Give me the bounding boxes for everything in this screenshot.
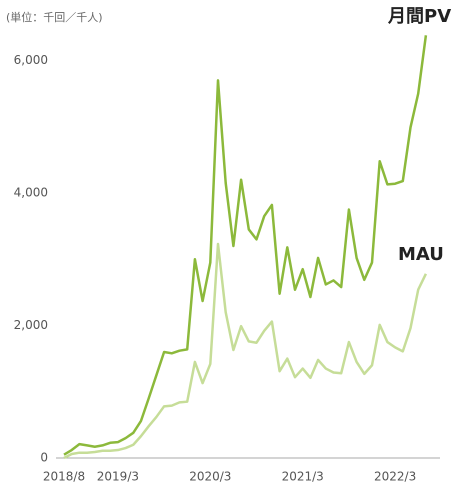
series-line [63,242,428,460]
x-tick-label: 2019/3 [97,470,139,484]
x-tick-label: 2021/3 [282,470,324,484]
y-tick-label: 4,000 [14,186,48,200]
series-label: 月間PV [387,6,451,27]
x-tick-label: 2022/3 [374,470,416,484]
x-tick-label: 2020/3 [189,470,231,484]
y-tick-label: 2,000 [14,318,48,332]
y-tick-label: 6,000 [14,53,48,67]
y-tick-label: 0 [40,451,48,465]
series-line [63,35,428,456]
unit-label: (単位：千回／千人) [6,10,103,24]
x-tick-label: 2018/8 [43,470,85,484]
series-label: MAU [398,244,444,265]
